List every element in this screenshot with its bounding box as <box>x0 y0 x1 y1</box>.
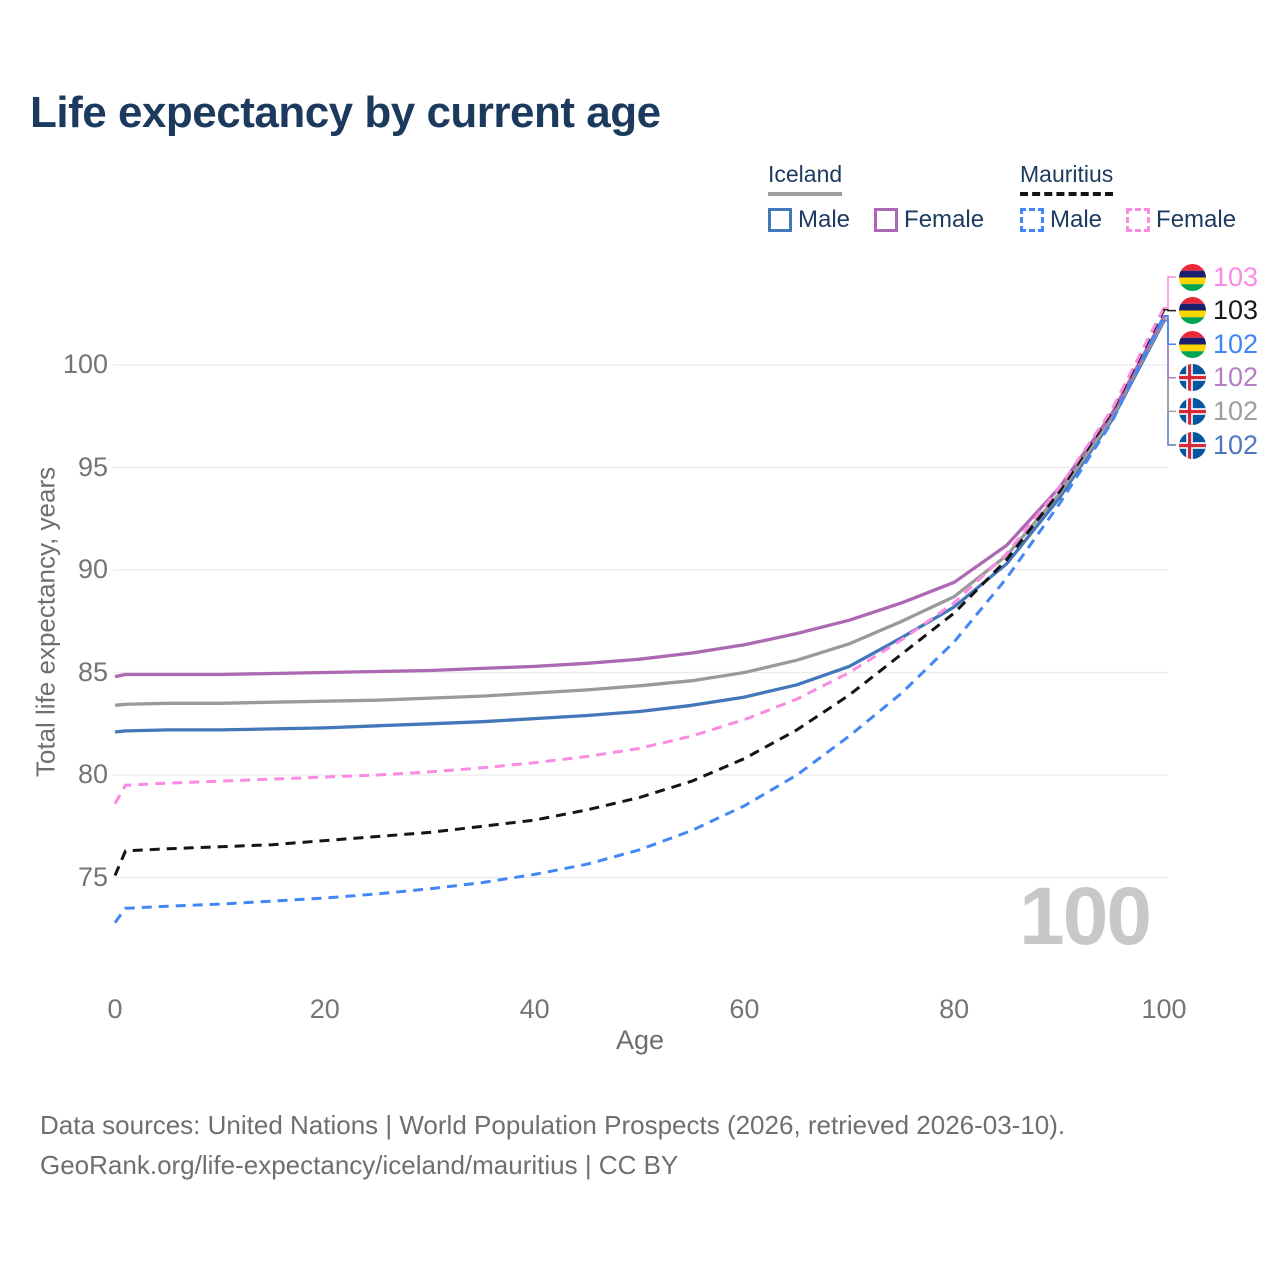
end-label-connector <box>1163 316 1176 379</box>
x-tick-label: 40 <box>519 994 550 1024</box>
legend-mauritius-title[interactable]: Mauritius <box>1020 161 1114 196</box>
mauritius-flag-icon <box>1179 263 1206 291</box>
y-tick-label: 90 <box>77 554 108 584</box>
end-label-value: 103 <box>1213 295 1259 326</box>
mauritius-flag-icon <box>1179 330 1206 358</box>
iceland-flag-icon <box>1179 364 1206 392</box>
y-tick-label: 85 <box>77 656 108 687</box>
footer: Data sources: United Nations | World Pop… <box>40 1105 1190 1185</box>
iceland-flag-icon <box>1179 431 1206 459</box>
end-label-connector <box>1163 315 1176 345</box>
current-age-watermark: 100 <box>1019 871 1152 962</box>
x-tick-label: 60 <box>729 994 760 1024</box>
mauritius-flag-icon <box>1179 297 1206 325</box>
end-label-mauritius-male: 102 <box>1179 329 1258 359</box>
end-label-connector <box>1163 276 1176 309</box>
y-tick-label: 75 <box>77 861 108 892</box>
end-label-iceland-female: 102 <box>1179 362 1259 393</box>
end-label-value: 103 <box>1213 261 1259 292</box>
legend-iceland-male[interactable]: Male <box>768 206 850 234</box>
mauritius-female-swatch-icon[interactable] <box>1126 208 1151 232</box>
y-tick-label: 100 <box>62 349 108 379</box>
series-line-iceland-male[interactable] <box>114 320 1166 734</box>
iceland-flag-icon <box>1179 397 1206 425</box>
legend-group-mauritius: Mauritius Male Female <box>1020 161 1260 234</box>
legend-group-iceland: Iceland Male Female <box>768 161 1008 234</box>
x-tick-label: 20 <box>309 994 340 1024</box>
iceland-female-swatch-icon[interactable] <box>874 208 899 232</box>
x-tick-label: 100 <box>1141 994 1187 1024</box>
legend-iceland-title[interactable]: Iceland <box>768 161 843 196</box>
x-tick-label: 0 <box>107 994 123 1024</box>
series-line-iceland-total[interactable] <box>114 318 1166 707</box>
footer-sources-line: Data sources: United Nations | World Pop… <box>40 1110 1066 1140</box>
x-tick-label: 80 <box>939 994 970 1024</box>
series-line-mauritius-female[interactable] <box>113 306 1166 805</box>
end-label-value: 102 <box>1213 362 1259 393</box>
legend-label: Female <box>1156 206 1237 233</box>
end-label-value: 102 <box>1213 328 1259 359</box>
iceland-male-swatch-icon[interactable] <box>768 208 792 232</box>
legend-label: Male <box>798 206 851 233</box>
end-label-value: 102 <box>1213 395 1259 426</box>
end-label-value: 102 <box>1213 429 1259 460</box>
x-axis-title: Age <box>615 1025 665 1055</box>
series-line-mauritius-total[interactable] <box>113 308 1166 877</box>
end-label-mauritius-total: 103 <box>1179 295 1259 326</box>
legend-mauritius-male[interactable]: Male <box>1020 206 1102 234</box>
legend-iceland-row: Male Female <box>768 206 1008 234</box>
legend-mauritius-row: Male Female <box>1020 206 1260 234</box>
legend-label: Male <box>1050 206 1103 233</box>
legend-iceland-female[interactable]: Female <box>874 206 984 234</box>
end-label-iceland-male: 102 <box>1179 430 1258 460</box>
legend-label: Female <box>904 206 985 233</box>
end-label-connector <box>1163 308 1176 312</box>
footer-url-line: GeoRank.org/life-expectancy/iceland/maur… <box>40 1150 679 1180</box>
y-tick-label: 80 <box>77 759 108 789</box>
end-label-mauritius-female: 103 <box>1179 262 1258 292</box>
end-label-connector <box>1163 320 1176 446</box>
mauritius-male-swatch-icon[interactable] <box>1020 208 1044 232</box>
series-line-iceland-female[interactable] <box>114 316 1166 679</box>
y-tick-label: 95 <box>77 451 108 482</box>
legend-mauritius-female[interactable]: Female <box>1126 206 1236 234</box>
end-label-iceland-total: 102 <box>1179 396 1258 426</box>
page-title: Life expectancy by current age <box>30 88 661 137</box>
series-line-mauritius-male[interactable] <box>113 315 1166 924</box>
